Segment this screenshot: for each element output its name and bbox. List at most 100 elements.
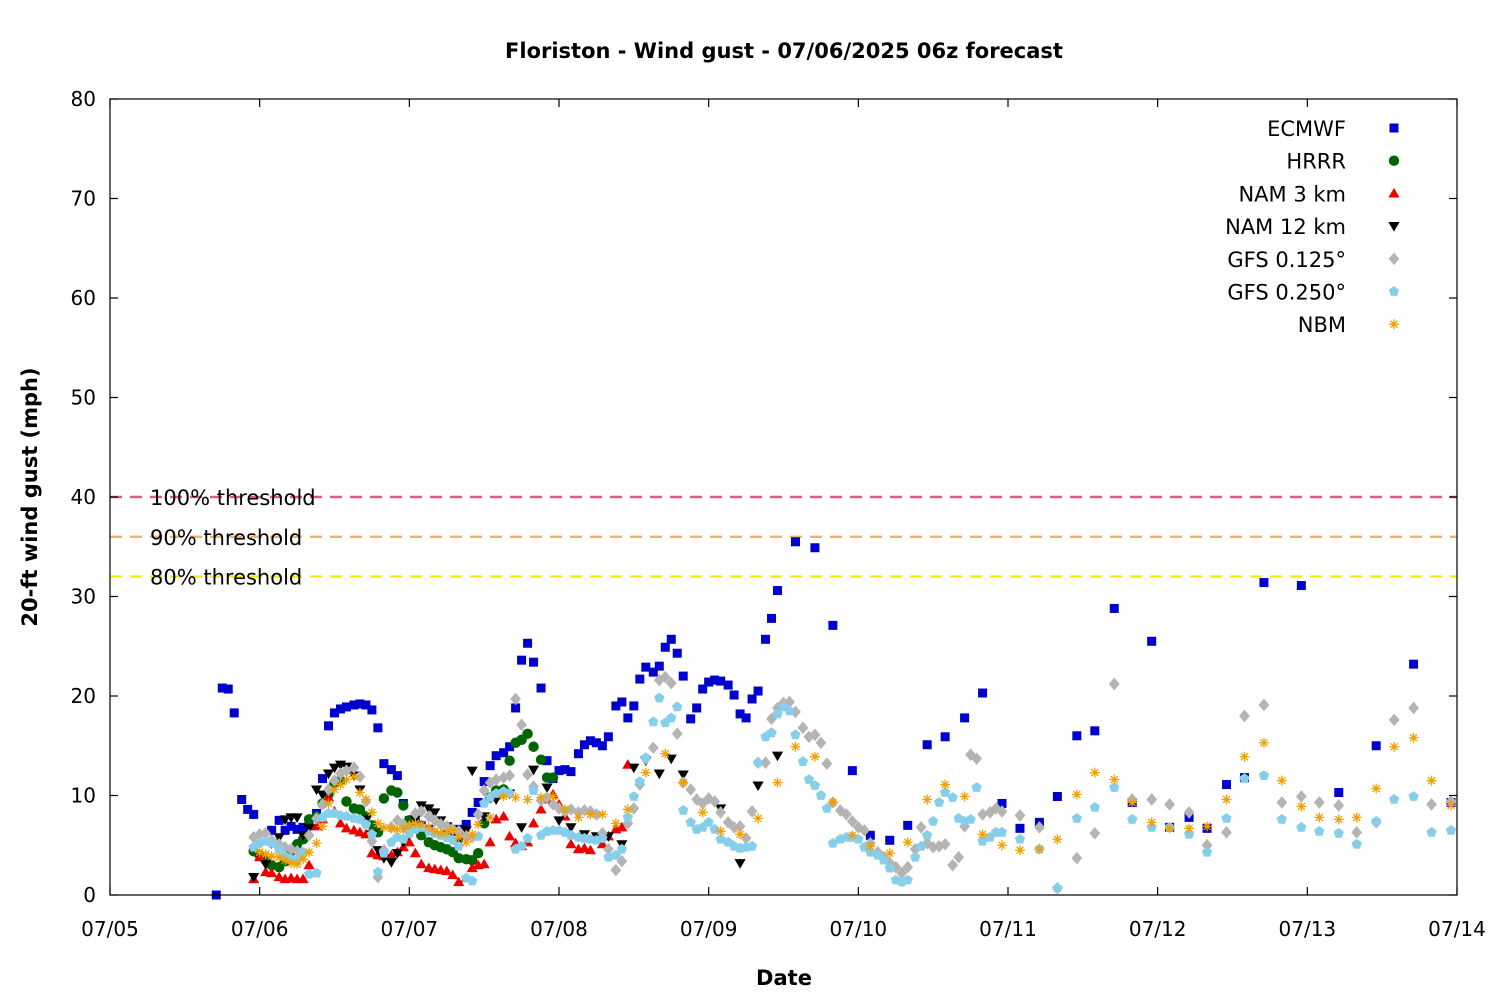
data-point: [884, 862, 895, 873]
data-point: [565, 838, 577, 849]
data-point: [1239, 773, 1250, 783]
data-point: [947, 858, 959, 872]
data-point: [1426, 826, 1437, 837]
data-point: [692, 703, 702, 713]
data-point: [1276, 796, 1288, 809]
data-point: [710, 675, 720, 685]
data-point: [378, 822, 389, 833]
data-point: [896, 866, 908, 880]
data-point: [616, 821, 628, 832]
data-point: [960, 713, 970, 723]
data-point: [654, 692, 665, 703]
data-point: [1109, 782, 1120, 792]
y-tick-label: 50: [71, 386, 96, 410]
data-point: [1071, 789, 1082, 800]
data-point: [597, 832, 608, 843]
data-point: [753, 813, 764, 824]
data-point: [547, 772, 559, 783]
data-point: [1146, 793, 1158, 806]
data-point: [404, 820, 415, 831]
data-point: [243, 804, 253, 814]
data-point: [341, 811, 352, 821]
data-point: [1258, 737, 1269, 748]
data-point: [536, 792, 546, 803]
legend-label: NBM: [1298, 313, 1346, 337]
data-point: [429, 826, 440, 837]
data-point: [996, 805, 1008, 818]
data-point: [385, 858, 397, 868]
data-point: [260, 860, 272, 870]
data-point: [349, 771, 359, 782]
data-point: [565, 829, 577, 840]
data-point: [429, 808, 441, 818]
data-point: [659, 670, 671, 684]
data-point: [317, 798, 328, 811]
data-point: [940, 779, 951, 790]
data-point: [441, 827, 452, 838]
data-point: [1314, 812, 1325, 823]
data-point: [237, 794, 247, 804]
data-point: [498, 791, 509, 802]
data-point: [335, 767, 346, 780]
data-point: [809, 728, 821, 742]
data-point: [922, 829, 933, 840]
data-point: [485, 812, 496, 823]
data-point: [1371, 783, 1382, 794]
data-point: [498, 810, 510, 821]
data-point: [666, 712, 677, 723]
data-point: [723, 680, 733, 690]
series-gfs-0-125-: [248, 670, 1457, 895]
data-point: [953, 850, 965, 864]
data-point: [560, 765, 570, 775]
data-point: [473, 797, 483, 807]
data-point: [647, 741, 659, 755]
data-point: [398, 800, 409, 811]
data-point: [1221, 826, 1232, 839]
data-point: [753, 686, 763, 696]
data-point: [790, 741, 801, 752]
data-point: [1239, 751, 1250, 762]
data-point: [1426, 775, 1437, 786]
data-point: [254, 847, 265, 858]
data-point: [260, 849, 271, 860]
legend-marker: [1389, 319, 1399, 330]
data-point: [378, 847, 389, 858]
data-point: [274, 852, 285, 863]
data-point: [803, 774, 815, 784]
data-point: [223, 684, 233, 694]
data-point: [522, 768, 533, 781]
data-point: [541, 783, 553, 794]
data-point: [596, 838, 608, 849]
data-point: [697, 807, 708, 818]
data-point: [541, 791, 553, 804]
data-point: [274, 815, 284, 825]
data-point: [922, 740, 932, 750]
data-point: [510, 692, 521, 706]
data-point: [685, 783, 697, 796]
data-point: [310, 785, 323, 796]
data-point: [472, 847, 484, 859]
data-point: [1333, 827, 1344, 838]
data-point: [499, 748, 509, 758]
data-point: [1295, 790, 1307, 803]
data-point: [1239, 709, 1250, 723]
data-point: [1276, 775, 1287, 786]
data-point: [784, 705, 795, 716]
data-point: [1015, 823, 1025, 833]
data-point: [1072, 731, 1082, 741]
data-point: [267, 825, 277, 835]
data-point: [298, 822, 308, 832]
data-point: [303, 859, 315, 870]
y-tick-label: 30: [71, 585, 96, 609]
data-point: [366, 847, 378, 858]
data-point: [660, 748, 671, 759]
data-point: [392, 771, 402, 781]
data-point: [548, 791, 558, 802]
y-tick-label: 70: [71, 187, 96, 211]
data-point: [398, 824, 409, 835]
data-point: [373, 723, 383, 733]
data-point: [641, 662, 651, 672]
data-point: [715, 826, 726, 837]
data-point: [815, 736, 827, 750]
series-nbm: [254, 732, 1456, 870]
